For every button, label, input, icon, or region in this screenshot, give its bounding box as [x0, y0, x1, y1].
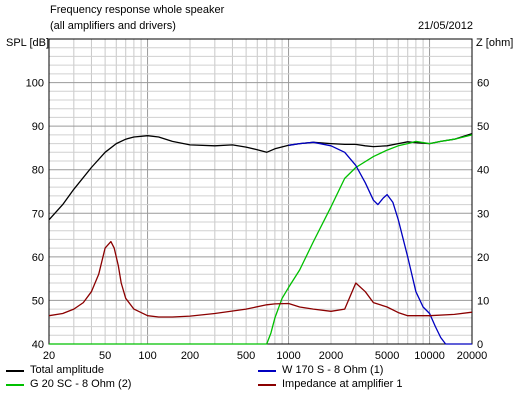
x-tick-label: 200: [181, 350, 199, 362]
y2-tick-label: 30: [477, 208, 489, 220]
x-tick-label: 100: [138, 350, 156, 362]
x-tick-label: 5000: [375, 350, 399, 362]
y2-tick-label: 0: [477, 339, 483, 351]
y-tick-label: 100: [26, 78, 44, 90]
legend-label-g20: G 20 SC - 8 Ohm (2): [30, 378, 132, 390]
legend-label-total: Total amplitude: [30, 364, 104, 376]
y-tick-label: 50: [32, 295, 44, 307]
y-tick-label: 90: [32, 121, 44, 133]
legend-label-w170: W 170 S - 8 Ohm (1): [282, 364, 384, 376]
chart-date: 21/05/2012: [417, 20, 473, 32]
right-axis-label: Z [ohm]: [476, 37, 514, 49]
y-tick-label: 40: [32, 339, 44, 351]
y-tick-label: 80: [32, 165, 44, 177]
left-axis-label: SPL [dB]: [6, 37, 50, 49]
x-tick-label: 50: [99, 350, 111, 362]
y2-tick-label: 50: [477, 121, 489, 133]
legend-swatch-total: [6, 370, 24, 372]
x-tick-label: 20000: [457, 350, 488, 362]
legend-swatch-impedance: [258, 384, 276, 386]
chart-subtitle: (all amplifiers and drivers): [50, 20, 176, 32]
x-tick-label: 500: [237, 350, 255, 362]
legend-swatch-g20: [6, 384, 24, 386]
x-tick-label: 20: [43, 350, 55, 362]
y2-tick-label: 40: [477, 165, 489, 177]
series-line-1: [49, 134, 473, 345]
series-line-3: [48, 240, 473, 318]
y2-tick-label: 10: [477, 295, 489, 307]
plot-frame: [48, 38, 473, 345]
series-line-2: [288, 141, 472, 345]
y-tick-label: 70: [32, 208, 44, 220]
x-tick-label: 1000: [276, 350, 300, 362]
y-tick-label: 60: [32, 252, 44, 264]
series-line-0: [48, 132, 473, 221]
legend-swatch-w170: [258, 370, 276, 372]
y2-tick-label: 20: [477, 252, 489, 264]
legend-label-impedance: Impedance at amplifier 1: [282, 378, 403, 390]
chart-title: Frequency response whole speaker: [50, 4, 225, 16]
x-tick-label: 2000: [319, 350, 343, 362]
y2-tick-label: 60: [477, 78, 489, 90]
x-tick-label: 10000: [414, 350, 445, 362]
